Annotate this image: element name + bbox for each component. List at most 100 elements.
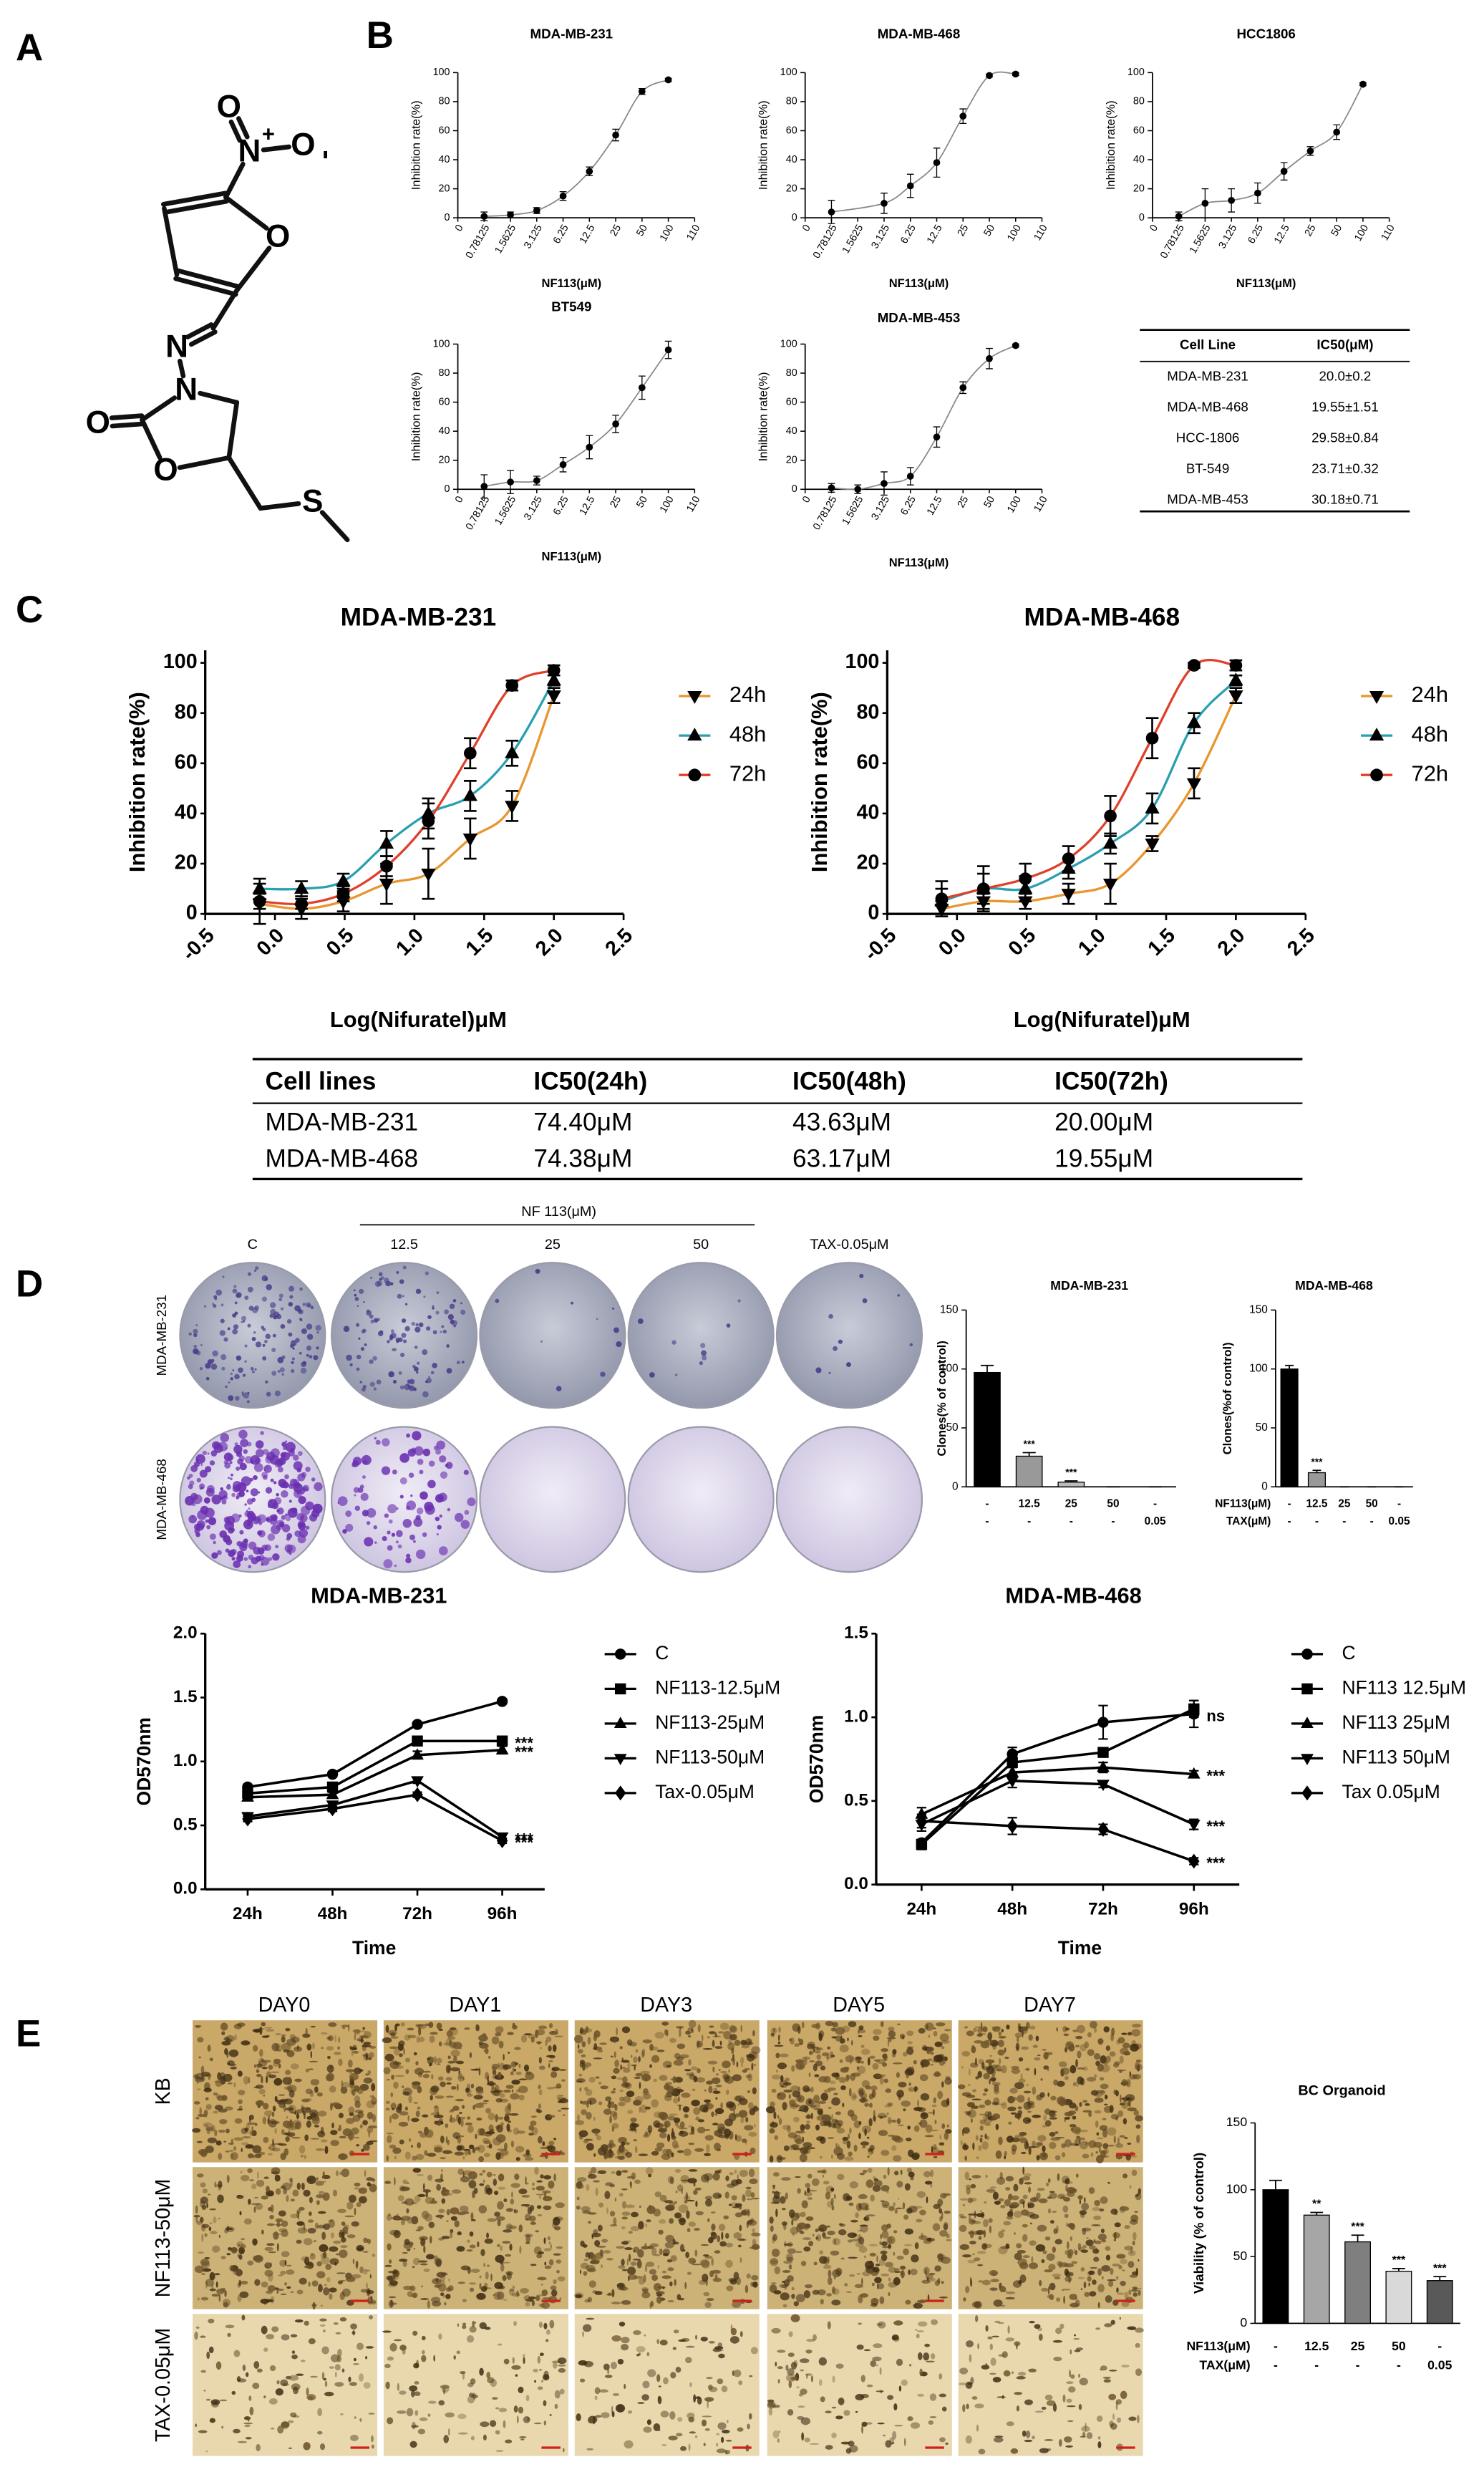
organoid — [466, 2335, 475, 2343]
organoid — [891, 2442, 895, 2444]
organoid — [1028, 2146, 1032, 2155]
organoid — [770, 2027, 777, 2034]
organoid — [334, 2261, 337, 2266]
organoid — [1022, 2255, 1030, 2259]
colony — [357, 1305, 359, 1308]
organoid — [850, 2092, 857, 2101]
organoid — [673, 2097, 679, 2104]
bond — [175, 268, 241, 289]
organoid — [1010, 2202, 1019, 2208]
organoid — [1077, 2050, 1082, 2059]
organoid — [218, 2294, 221, 2302]
organoid — [281, 2334, 290, 2341]
organoid — [371, 2435, 374, 2443]
organoid — [237, 2378, 247, 2382]
organoid — [745, 2186, 752, 2190]
organoid — [1114, 2222, 1121, 2228]
organoid — [645, 2261, 655, 2267]
organoid — [672, 2347, 676, 2350]
organoid — [893, 2268, 900, 2271]
organoid — [338, 2058, 343, 2067]
organoid — [1075, 2173, 1079, 2178]
organoid — [840, 2257, 845, 2260]
colony — [393, 1348, 397, 1352]
organoid — [1096, 2132, 1100, 2136]
organoid — [1129, 2219, 1138, 2225]
organoid — [387, 2135, 392, 2143]
organoid — [694, 2435, 698, 2438]
organoid — [771, 2327, 781, 2334]
colony — [291, 1507, 298, 1513]
organoid — [387, 2275, 394, 2282]
organoid — [1024, 2068, 1030, 2071]
organoid — [820, 2120, 826, 2127]
organoid — [838, 2397, 845, 2405]
organoid — [616, 2027, 618, 2036]
organoid — [911, 2254, 919, 2263]
organoid — [253, 2206, 256, 2213]
organoid — [977, 2070, 983, 2078]
organoid — [588, 2280, 596, 2288]
organoid — [450, 2230, 453, 2239]
organoid — [804, 2284, 813, 2289]
organoid — [593, 2229, 598, 2235]
organoid — [1117, 2137, 1120, 2145]
organoid — [555, 2202, 565, 2208]
organoid — [467, 2116, 471, 2120]
colony — [362, 1328, 367, 1333]
organoid — [892, 2049, 897, 2055]
organoid — [409, 2285, 416, 2292]
organoid — [349, 2045, 352, 2050]
organoid — [897, 2124, 904, 2127]
colony — [216, 1550, 222, 1555]
colony — [188, 1332, 192, 1336]
organoid — [537, 2135, 543, 2144]
organoid — [708, 2085, 713, 2094]
organoid — [978, 2280, 984, 2283]
organoid — [771, 2088, 777, 2093]
organoid — [600, 2144, 608, 2153]
organoid — [1121, 2032, 1127, 2035]
organoid — [693, 2227, 700, 2231]
organoid — [776, 2092, 786, 2100]
colony — [280, 1307, 284, 1310]
organoid — [548, 2115, 556, 2118]
organoid — [1112, 2413, 1115, 2420]
organoid — [201, 2234, 204, 2242]
organoid — [1001, 2102, 1007, 2109]
organoid — [920, 2059, 930, 2067]
organoid — [399, 2139, 404, 2145]
organoid — [693, 2107, 701, 2115]
organoid — [1109, 2370, 1117, 2372]
organoid — [285, 2027, 291, 2032]
organoid — [271, 2326, 279, 2332]
scale-bar — [925, 2299, 944, 2302]
organoid — [872, 2356, 882, 2362]
organoid — [369, 2046, 377, 2049]
organoid — [372, 2253, 376, 2257]
colony — [414, 1326, 421, 1333]
organoid — [393, 2061, 402, 2066]
organoid — [267, 2285, 276, 2292]
organoid — [225, 2228, 234, 2231]
colony — [399, 1353, 405, 1358]
organoid — [200, 2182, 206, 2188]
organoid — [1034, 2067, 1037, 2076]
organoid — [554, 2403, 558, 2409]
organoid — [324, 2284, 328, 2287]
organoid — [969, 2277, 972, 2284]
organoid — [1092, 2279, 1097, 2285]
organoid — [283, 2188, 288, 2195]
y-tick-label: 100 — [433, 338, 450, 349]
organoid — [712, 2039, 715, 2047]
organoid — [869, 2252, 876, 2257]
organoid — [308, 2211, 312, 2216]
organoid — [203, 2389, 206, 2392]
organoid — [462, 2324, 467, 2330]
bond — [210, 288, 240, 331]
organoid — [798, 2393, 803, 2397]
organoid — [1100, 2055, 1107, 2064]
colony — [244, 1503, 247, 1506]
organoid — [515, 2145, 525, 2153]
organoid — [772, 2027, 776, 2033]
